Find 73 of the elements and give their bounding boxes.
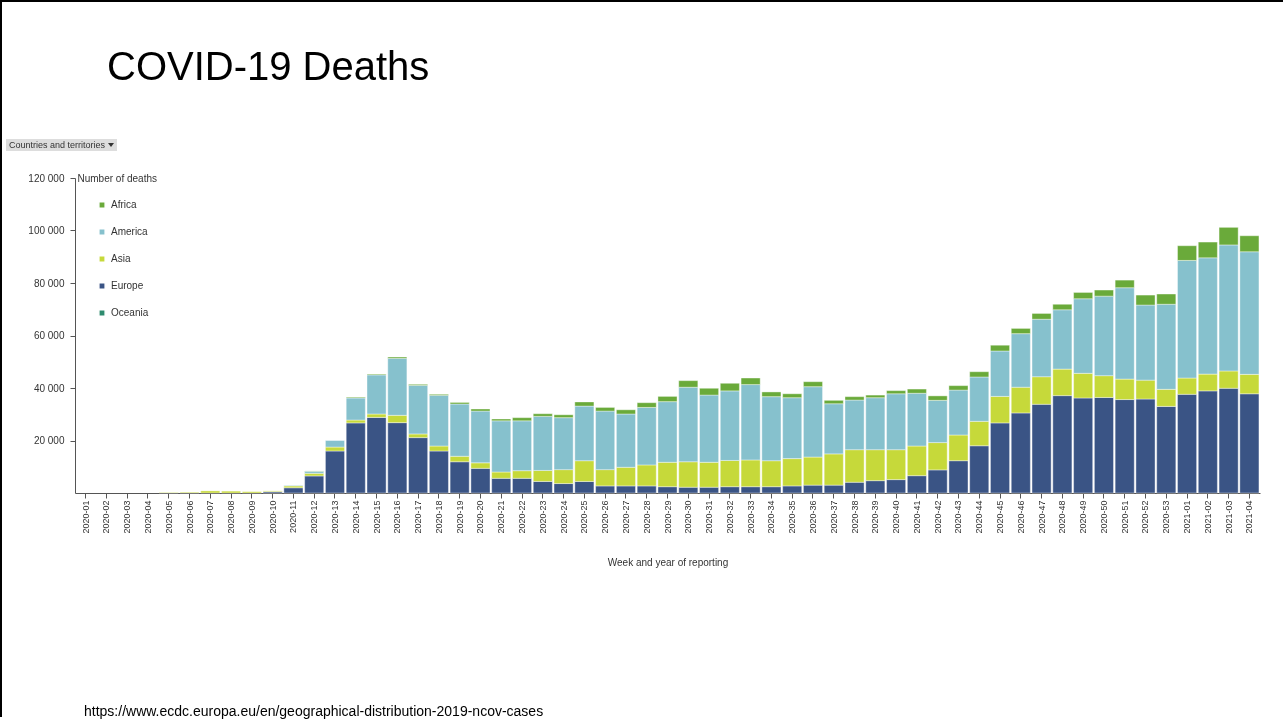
x-tick-label: 2020-27 bbox=[620, 500, 631, 534]
x-tick-label: 2020-15 bbox=[371, 500, 382, 534]
legend-label: Oceania bbox=[111, 307, 149, 318]
x-tick-label: 2020-17 bbox=[413, 500, 424, 534]
x-tick-label: 2020-24 bbox=[558, 500, 569, 534]
x-tick-label: 2020-49 bbox=[1078, 500, 1089, 534]
y-axis-title: Number of deaths bbox=[77, 172, 157, 184]
x-tick-label: 2020-18 bbox=[433, 500, 444, 534]
x-tick-label: 2020-48 bbox=[1057, 500, 1068, 534]
x-tick-label: 2020-52 bbox=[1140, 500, 1151, 534]
x-tick-label: 2020-03 bbox=[122, 500, 133, 534]
x-tick-label: 2020-31 bbox=[704, 500, 715, 534]
y-tick-label: 60 000 bbox=[33, 330, 65, 341]
x-tick-label: 2020-16 bbox=[392, 500, 403, 534]
legend-label: Europe bbox=[111, 280, 144, 291]
y-tick-label: 40 000 bbox=[33, 382, 65, 394]
x-tick-label: 2020-06 bbox=[184, 500, 195, 534]
x-tick-label: 2020-23 bbox=[537, 500, 548, 534]
x-tick-label: 2020-39 bbox=[870, 500, 881, 534]
chart-title: COVID-19 Deaths bbox=[107, 44, 430, 89]
x-tick-label: 2020-44 bbox=[974, 500, 985, 534]
x-tick-label: 2020-30 bbox=[683, 500, 694, 534]
y-tick-label: 120 000 bbox=[28, 172, 65, 184]
x-tick-label: 2020-07 bbox=[205, 500, 216, 534]
x-tick-label: 2020-26 bbox=[600, 500, 611, 534]
x-tick-label: 2020-04 bbox=[142, 500, 153, 534]
x-tick-label: 2020-37 bbox=[828, 500, 839, 534]
x-tick-label: 2020-01 bbox=[80, 500, 91, 534]
x-tick-label: 2020-51 bbox=[1119, 500, 1130, 534]
x-tick-label: 2020-34 bbox=[766, 500, 777, 534]
x-tick-label: 2021-02 bbox=[1202, 500, 1213, 534]
x-tick-label: 2020-14 bbox=[350, 500, 361, 534]
x-tick-label: 2020-33 bbox=[745, 500, 756, 534]
x-tick-label: 2020-12 bbox=[309, 500, 320, 534]
x-tick-label: 2020-05 bbox=[163, 500, 174, 534]
x-tick-label: 2020-28 bbox=[641, 500, 652, 534]
x-tick-label: 2020-35 bbox=[787, 500, 798, 534]
x-tick-label: 2020-45 bbox=[995, 500, 1006, 534]
x-tick-label: 2020-09 bbox=[246, 500, 257, 534]
x-tick-label: 2020-36 bbox=[807, 500, 818, 534]
x-tick-label: 2020-47 bbox=[1036, 500, 1047, 534]
x-axis-title: Week and year of reporting bbox=[607, 556, 729, 568]
text: Countries and territories bbox=[9, 140, 106, 150]
text: https://www.ecdc.europa.eu/en/geographical-distribution-2019-ncov-cases bbox=[84, 703, 544, 719]
x-tick-label: 2020-25 bbox=[579, 500, 590, 534]
x-tick-label: 2020-29 bbox=[662, 500, 673, 534]
x-tick-label: 2020-50 bbox=[1098, 500, 1109, 534]
x-tick-label: 2020-13 bbox=[329, 500, 340, 534]
x-tick-label: 2020-32 bbox=[724, 500, 735, 534]
legend-label: America bbox=[111, 226, 149, 237]
x-tick-label: 2020-46 bbox=[1015, 500, 1026, 534]
x-tick-label: 2020-53 bbox=[1161, 500, 1172, 534]
x-tick-label: 2020-10 bbox=[267, 500, 278, 534]
x-tick-label: 2020-40 bbox=[891, 500, 902, 534]
y-tick-label: 80 000 bbox=[33, 277, 65, 289]
x-tick-label: 2020-19 bbox=[454, 500, 465, 534]
x-tick-label: 2020-11 bbox=[288, 500, 299, 533]
x-tick-label: 2020-02 bbox=[101, 500, 112, 534]
legend-label: Africa bbox=[111, 199, 137, 210]
x-tick-label: 2020-42 bbox=[932, 500, 943, 534]
y-tick-label: 100 000 bbox=[28, 225, 65, 236]
x-tick-label: 2020-22 bbox=[517, 500, 528, 534]
x-tick-label: 2020-20 bbox=[475, 500, 486, 534]
x-tick-label: 2021-03 bbox=[1223, 500, 1234, 534]
y-tick-label: 20 000 bbox=[33, 435, 65, 446]
x-tick-label: 2021-01 bbox=[1182, 500, 1193, 534]
x-tick-label: 2020-21 bbox=[496, 500, 507, 534]
x-tick-label: 2020-08 bbox=[226, 500, 237, 534]
x-tick-label: 2020-38 bbox=[849, 500, 860, 534]
x-tick-label: 2020-43 bbox=[953, 500, 964, 534]
x-tick-label: 2020-41 bbox=[911, 500, 922, 534]
legend-label: Asia bbox=[111, 253, 131, 264]
x-tick-label: 2021-04 bbox=[1244, 500, 1255, 534]
